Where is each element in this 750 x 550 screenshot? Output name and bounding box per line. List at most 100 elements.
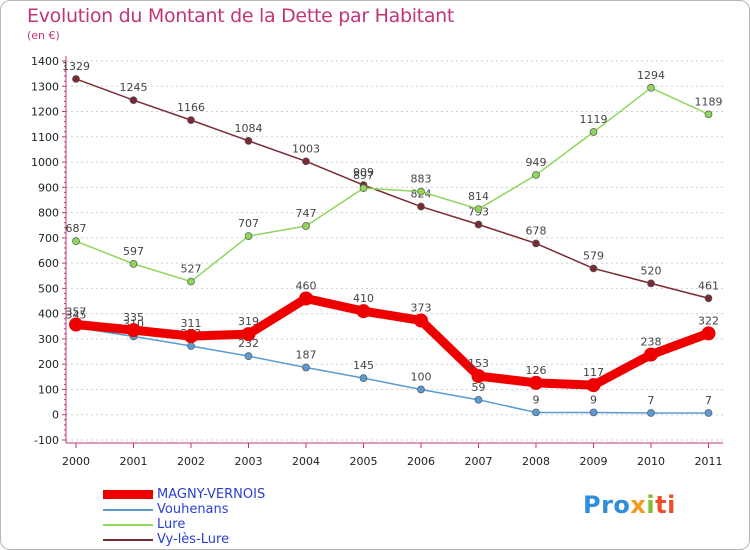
legend-swatch xyxy=(103,524,153,526)
data-label: 373 xyxy=(411,301,432,314)
data-label: 597 xyxy=(123,245,144,258)
data-point xyxy=(532,239,540,248)
data-point xyxy=(302,157,310,166)
data-label: 687 xyxy=(66,222,87,235)
x-tick-label: 2007 xyxy=(465,455,493,468)
y-tick-label: 0 xyxy=(52,409,59,422)
y-tick-label: 1300 xyxy=(31,80,59,93)
data-label: 814 xyxy=(468,190,489,203)
data-label: 1245 xyxy=(120,81,148,94)
data-label: 145 xyxy=(353,359,374,372)
logo-part: i xyxy=(646,491,656,519)
data-point xyxy=(244,136,253,145)
data-point xyxy=(417,202,425,211)
legend-label: Vy-lès-Lure xyxy=(157,532,230,547)
data-point xyxy=(586,378,601,393)
data-point xyxy=(129,260,138,268)
data-point xyxy=(704,409,713,417)
series-line xyxy=(75,78,710,300)
data-point xyxy=(359,184,368,192)
data-point xyxy=(647,279,655,288)
y-tick-label: 700 xyxy=(38,232,59,245)
data-label: 949 xyxy=(526,156,547,169)
data-label: 345 xyxy=(66,309,87,322)
data-label: 1189 xyxy=(695,95,723,108)
data-point xyxy=(704,110,713,119)
data-label: 461 xyxy=(698,279,719,292)
data-label: 153 xyxy=(468,357,489,370)
data-point xyxy=(704,294,713,303)
data-label: 1084 xyxy=(235,122,263,135)
data-label: 747 xyxy=(296,207,317,220)
y-tick-label: 300 xyxy=(38,333,59,346)
data-label: 126 xyxy=(526,364,547,377)
data-label: 909 xyxy=(353,166,374,179)
x-tick-label: 2000 xyxy=(62,455,90,468)
logo-part: Pro xyxy=(583,491,631,519)
series-line xyxy=(75,326,710,414)
x-tick-label: 2005 xyxy=(350,455,378,468)
x-tick-label: 2008 xyxy=(522,455,550,468)
data-label: 100 xyxy=(411,370,432,383)
logo-part: x xyxy=(630,491,647,519)
data-point xyxy=(184,329,198,344)
data-point xyxy=(72,237,80,246)
legend-swatch xyxy=(103,509,153,511)
y-tick-label: 400 xyxy=(38,308,59,321)
data-label: 7 xyxy=(648,394,655,407)
data-point xyxy=(126,323,141,338)
data-point xyxy=(302,222,310,230)
x-tick-label: 2006 xyxy=(407,455,435,468)
data-point xyxy=(244,352,253,360)
y-tick-label: 600 xyxy=(38,257,59,270)
data-point xyxy=(589,408,598,417)
chart-subtitle: (en €) xyxy=(27,29,60,42)
data-point xyxy=(244,232,253,240)
data-point xyxy=(302,363,310,372)
data-point xyxy=(701,326,716,341)
data-point xyxy=(647,83,655,92)
data-label: 460 xyxy=(296,280,317,293)
x-tick-label: 2004 xyxy=(292,455,320,468)
data-label: 9 xyxy=(590,393,597,406)
logo-part: ti xyxy=(655,491,676,519)
data-point xyxy=(589,264,598,273)
y-tick-label: 100 xyxy=(38,383,59,396)
data-point xyxy=(532,171,540,179)
data-label: 238 xyxy=(641,336,662,349)
data-label: 1003 xyxy=(292,142,320,155)
y-tick-label: -100 xyxy=(34,434,59,447)
y-tick-label: 500 xyxy=(38,282,59,295)
series-line xyxy=(75,87,710,283)
data-label: 319 xyxy=(238,315,259,328)
data-point xyxy=(187,277,195,286)
data-point xyxy=(589,128,598,136)
data-point xyxy=(359,374,368,382)
data-point xyxy=(529,375,543,390)
data-label: 9 xyxy=(533,393,540,406)
x-tick-label: 2001 xyxy=(120,455,148,468)
data-label: 232 xyxy=(238,337,259,350)
data-label: 59 xyxy=(472,381,486,394)
data-point xyxy=(471,369,486,384)
data-point xyxy=(474,395,483,404)
legend-label: Lure xyxy=(157,517,186,532)
data-point xyxy=(474,205,483,213)
data-point xyxy=(299,291,313,306)
data-label: 322 xyxy=(698,314,719,327)
y-tick-label: 1400 xyxy=(31,55,59,68)
data-point xyxy=(69,317,83,332)
legend-swatch xyxy=(103,539,153,541)
proxiti-logo: Proxiti xyxy=(583,491,676,519)
data-label: 707 xyxy=(238,217,259,230)
y-tick-label: 1000 xyxy=(31,156,59,169)
x-tick-label: 2003 xyxy=(235,455,263,468)
data-label: 579 xyxy=(583,249,604,262)
data-point xyxy=(72,75,80,83)
y-tick-label: 1200 xyxy=(31,106,59,119)
data-label: 897 xyxy=(353,169,374,182)
y-tick-label: 1100 xyxy=(31,131,59,144)
data-label: 117 xyxy=(583,366,604,379)
x-tick-label: 2009 xyxy=(580,455,608,468)
